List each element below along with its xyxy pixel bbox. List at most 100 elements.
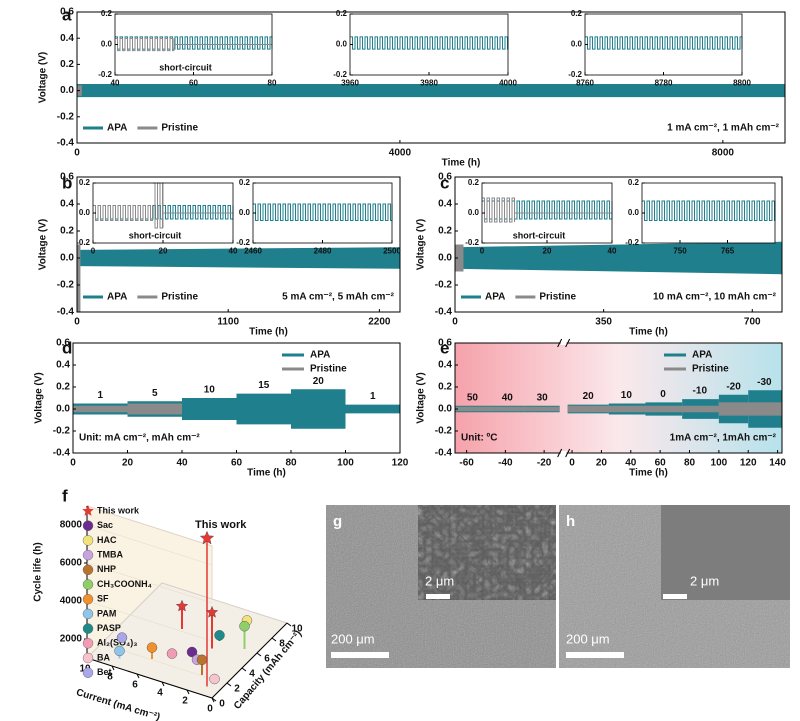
y-tick-label: 0.2 [468, 178, 480, 187]
plot-frame [76, 11, 786, 144]
y-tick-label: 0.4 [56, 360, 70, 371]
x-tick-label: 100 [337, 458, 354, 469]
x-axis-title: Time (h) [442, 158, 481, 169]
y-tick-label: 8 [279, 639, 285, 650]
y-tick-label: -0.4 [435, 448, 453, 459]
legend-label: PASP [97, 623, 121, 633]
x-tick-label: 2 [182, 696, 188, 707]
y-tick-label: -0.4 [57, 307, 75, 318]
x-axis-title: Time (h) [249, 327, 288, 338]
x-tick-label: 6 [132, 680, 138, 691]
legend-label: Al₂(SO₄)₃ [97, 638, 137, 648]
step-label: 10 [204, 385, 216, 396]
y-tick-label: 0.4 [60, 199, 74, 210]
voltage-band [77, 84, 785, 98]
x-tick-label: 0 [74, 148, 80, 159]
axis-break [557, 338, 563, 348]
y-tick-label: 0.2 [336, 9, 348, 18]
legend-label: TMBA [97, 549, 123, 559]
condition-note: 5 mA cm⁻², 5 mAh cm⁻² [282, 292, 395, 303]
legend-label: APA [107, 292, 127, 303]
data-ball [214, 630, 225, 641]
x-tick-label: 350 [595, 317, 612, 328]
panel-label: h [566, 513, 575, 530]
panel-label: d [62, 338, 72, 357]
y-tick-label: 0.0 [60, 253, 74, 264]
legend-label: Sac [97, 520, 113, 530]
y-tick-label: -0.4 [53, 448, 71, 459]
x-tick-label: 60 [189, 78, 198, 87]
data-ball [209, 673, 220, 685]
x-tick-label: 40 [229, 246, 238, 255]
axis-break [565, 448, 571, 458]
x-tick-label: 765 [721, 246, 735, 255]
y-tick-label: 0.4 [60, 33, 74, 44]
z-tick-label: 6000 [60, 558, 83, 569]
y-tick-label: 0.0 [571, 40, 583, 49]
legend-label: Pristine [161, 123, 198, 134]
inset: -0.2 0.0 0.2 750 765 [625, 178, 776, 255]
scale-label: 200 μm [331, 631, 375, 646]
y-tick-label: 0.0 [239, 208, 251, 217]
x-tick-label: 2200 [368, 317, 391, 328]
y-tick-label: 0.0 [468, 208, 480, 217]
legend-marker [82, 549, 94, 561]
y-tick-label: -0.2 [435, 426, 453, 437]
x-tick-label: 0 [207, 704, 213, 715]
y-axis [211, 622, 288, 699]
y-tick-label: 6 [264, 654, 270, 665]
sem-image-h: h 2 μm 200 μm [559, 505, 790, 668]
scale-bar [331, 652, 389, 658]
z-grid [86, 524, 213, 566]
y-axis-title: Voltage (V) [416, 219, 427, 270]
data-ball [114, 645, 125, 657]
y-tick-label: 0.0 [438, 253, 452, 264]
y-tick-label: 0.0 [628, 208, 640, 217]
legend-marker [82, 608, 94, 620]
voltage-panel: -0.4 -0.2 0.0 0.2 0.4 0.6 -60 -40 -20 0 20 40 60 80 10… [416, 338, 787, 479]
voltage-band [182, 398, 237, 420]
x-tick-label: 2460 [244, 246, 262, 255]
legend-label: SF [97, 594, 109, 604]
voltage-trace [115, 37, 175, 52]
step-label: 15 [258, 380, 270, 391]
data-ball [166, 648, 178, 659]
y-tick-label: 4 [249, 669, 255, 680]
legend-label: APA [310, 350, 330, 361]
plot-frame [454, 176, 783, 313]
y-tick-label: -0.2 [568, 70, 582, 79]
z-tick-label: 4000 [60, 596, 83, 607]
x-tick-label: 20 [543, 246, 552, 255]
x-tick-label: 20 [159, 246, 168, 255]
x-tick-label: 8 [107, 672, 113, 683]
x-tick-label: 0 [569, 458, 575, 469]
x-tick-label: 0 [452, 317, 458, 328]
y-tick [271, 637, 277, 642]
x-tick-label: 3980 [420, 78, 438, 87]
legend-label: This work [97, 505, 140, 515]
y-tick-label: 0.2 [438, 382, 452, 393]
x-tick-label: 60 [655, 458, 667, 469]
inset: -0.2 0.0 0.2 40 60 80 short-circuit [98, 9, 277, 87]
axis-break-gap [560, 341, 567, 345]
y-axis-title: Voltage (V) [38, 52, 49, 103]
y-tick-label: 0.2 [60, 226, 74, 237]
x-tick-label: 80 [684, 458, 696, 469]
step-label: 40 [502, 392, 514, 403]
legend-label: APA [485, 292, 505, 303]
x-tick-label: 80 [268, 78, 277, 87]
y-tick-label: -0.2 [98, 70, 112, 79]
x-tick-label: 40 [608, 246, 617, 255]
condition-note: 1mA cm⁻², 1mAh cm⁻² [670, 433, 777, 444]
voltage-band [455, 244, 464, 272]
y-tick-label: 0.2 [438, 226, 452, 237]
inset: -0.2 0.0 0.2 2460 2480 2500 [236, 178, 401, 255]
inset-scale-label: 2 μm [690, 573, 719, 588]
y-tick-label: 10 [291, 624, 303, 635]
voltage-trace [642, 200, 776, 221]
voltage-trace [253, 203, 393, 221]
y-tick-label: -0.2 [76, 238, 90, 247]
y-tick-label: -0.2 [435, 280, 453, 291]
step-label: 20 [583, 391, 595, 402]
